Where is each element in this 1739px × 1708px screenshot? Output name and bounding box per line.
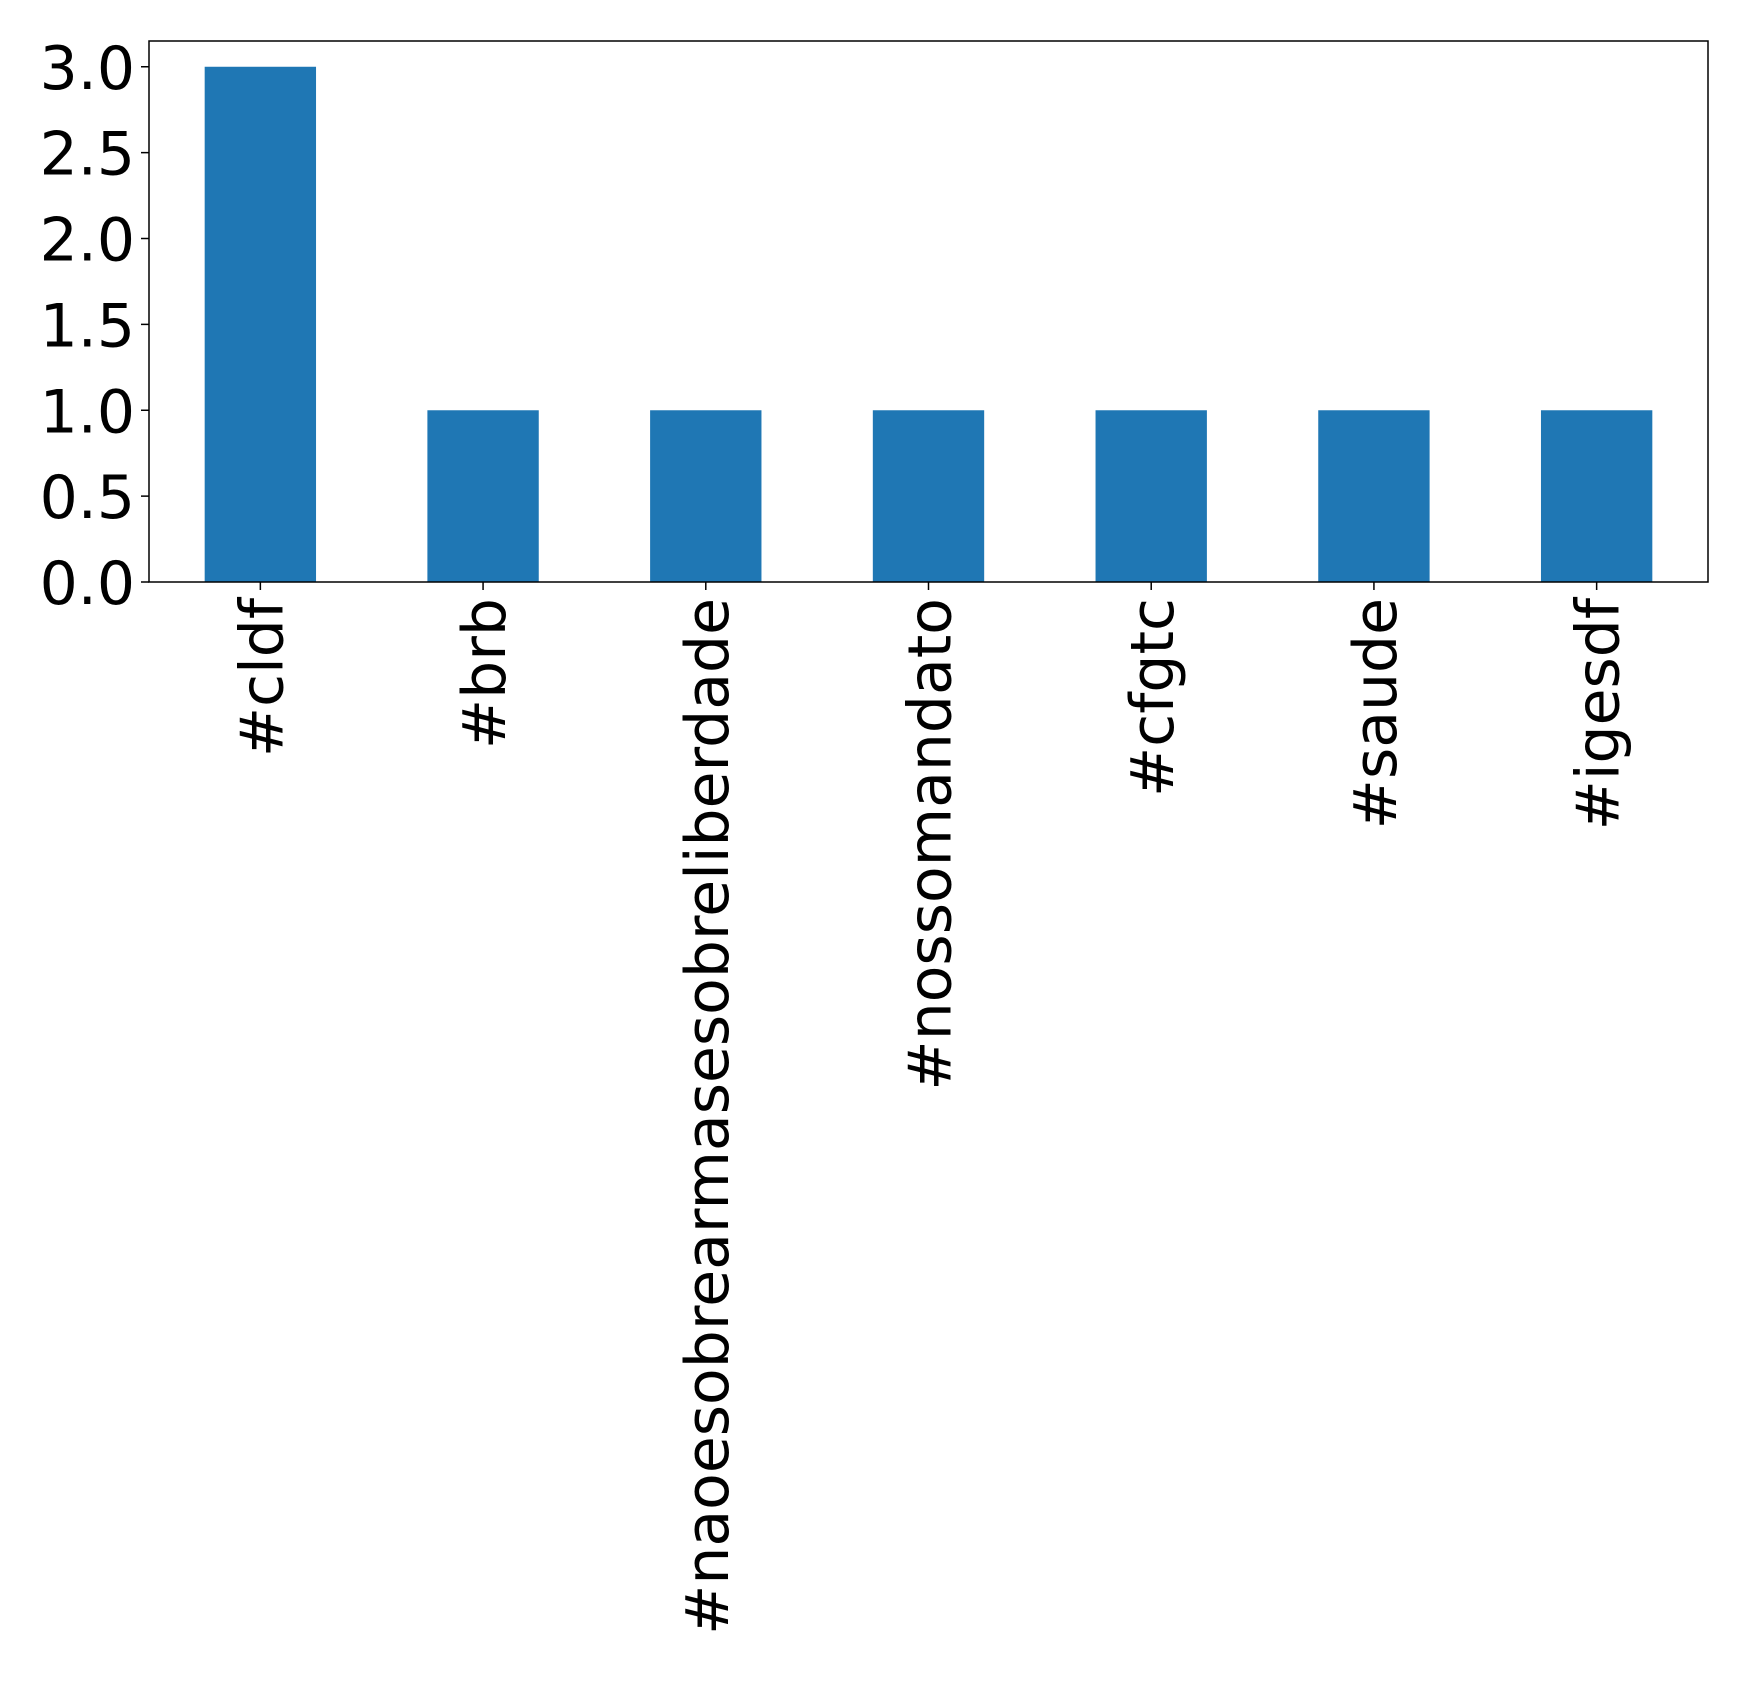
bar xyxy=(1095,410,1207,582)
bar xyxy=(1318,410,1430,582)
axes-frame xyxy=(148,40,1709,583)
x-tick-label: #brb xyxy=(450,598,520,749)
y-tick-label: 1.0 xyxy=(40,377,135,447)
x-tick-label: #igesdf xyxy=(1564,596,1634,830)
x-tick-label: #naoesobrearmasesobreliberdade xyxy=(673,598,743,1635)
x-tick-label: #nossomandato xyxy=(896,598,966,1091)
x-tick-label: #cfgtc xyxy=(1118,598,1188,797)
y-tick-label: 2.5 xyxy=(40,120,135,190)
x-tick-label: #cldf xyxy=(227,596,297,757)
y-tick-label: 1.5 xyxy=(40,291,135,361)
bar xyxy=(872,410,985,582)
x-tick-label: #saude xyxy=(1341,598,1411,829)
bar xyxy=(650,410,762,582)
bar xyxy=(1540,410,1653,582)
y-tick-label: 2.0 xyxy=(40,206,135,276)
y-tick-label: 0.5 xyxy=(40,463,135,533)
y-tick-label: 0.0 xyxy=(40,549,135,619)
bar xyxy=(204,66,317,582)
y-tick-label: 3.0 xyxy=(40,34,135,104)
bar xyxy=(427,410,539,582)
